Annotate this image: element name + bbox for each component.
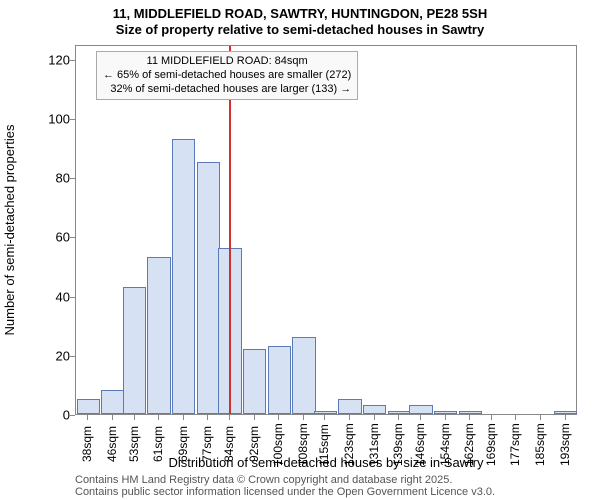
- annotation-box: 11 MIDDLEFIELD ROAD: 84sqm← 65% of semi-…: [96, 51, 358, 100]
- x-tick-mark: [349, 415, 350, 420]
- y-tick-mark: [70, 356, 75, 357]
- x-tick-mark: [515, 415, 516, 420]
- y-tick-label: 0: [40, 408, 70, 423]
- x-tick-mark: [207, 415, 208, 420]
- histogram-bar: [243, 349, 266, 414]
- attribution-line1: Contains HM Land Registry data © Crown c…: [75, 474, 495, 486]
- y-tick-label: 20: [40, 348, 70, 363]
- chart-title-line1: 11, MIDDLEFIELD ROAD, SAWTRY, HUNTINGDON…: [0, 6, 600, 21]
- y-tick-label: 60: [40, 230, 70, 245]
- histogram-bar: [77, 399, 100, 414]
- y-tick-mark: [70, 297, 75, 298]
- x-tick-mark: [134, 415, 135, 420]
- histogram-bar: [434, 411, 457, 414]
- histogram-bar: [147, 257, 170, 414]
- x-tick-mark: [324, 415, 325, 420]
- attribution-text: Contains HM Land Registry data © Crown c…: [75, 474, 495, 498]
- chart-title-line2: Size of property relative to semi-detach…: [0, 22, 600, 37]
- histogram-bar: [197, 162, 220, 414]
- histogram-bar: [409, 405, 432, 414]
- y-tick-mark: [70, 237, 75, 238]
- x-tick-mark: [278, 415, 279, 420]
- histogram-bar: [554, 411, 577, 414]
- y-tick-mark: [70, 415, 75, 416]
- histogram-bar: [292, 337, 315, 414]
- x-tick-mark: [87, 415, 88, 420]
- reference-line: [229, 46, 231, 414]
- histogram-bar: [123, 287, 146, 414]
- histogram-bar: [338, 399, 361, 414]
- x-tick-mark: [374, 415, 375, 420]
- x-tick-mark: [229, 415, 230, 420]
- x-axis-label: Distribution of semi-detached houses by …: [75, 455, 577, 470]
- x-tick-mark: [183, 415, 184, 420]
- x-tick-mark: [540, 415, 541, 420]
- x-tick-mark: [420, 415, 421, 420]
- histogram-bar: [172, 139, 195, 414]
- y-tick-mark: [70, 178, 75, 179]
- x-tick-mark: [565, 415, 566, 420]
- y-tick-label: 40: [40, 289, 70, 304]
- y-tick-label: 80: [40, 171, 70, 186]
- annotation-line3: 32% of semi-detached houses are larger (…: [103, 83, 351, 97]
- histogram-bar: [388, 411, 411, 414]
- histogram-bar: [459, 411, 482, 414]
- annotation-line1: 11 MIDDLEFIELD ROAD: 84sqm: [103, 55, 351, 69]
- x-tick-mark: [469, 415, 470, 420]
- x-tick-mark: [254, 415, 255, 420]
- x-tick-mark: [445, 415, 446, 420]
- y-tick-label: 100: [40, 112, 70, 127]
- histogram-bar: [101, 390, 124, 414]
- y-axis-label: Number of semi-detached properties: [2, 45, 22, 415]
- attribution-line2: Contains public sector information licen…: [75, 486, 495, 498]
- histogram-bar: [314, 411, 337, 414]
- annotation-line2: ← 65% of semi-detached houses are smalle…: [103, 69, 351, 83]
- histogram-bar: [268, 346, 291, 414]
- y-tick-mark: [70, 119, 75, 120]
- histogram-bar: [363, 405, 386, 414]
- x-tick-mark: [158, 415, 159, 420]
- x-tick-mark: [398, 415, 399, 420]
- x-tick-mark: [491, 415, 492, 420]
- plot-area: 11 MIDDLEFIELD ROAD: 84sqm← 65% of semi-…: [75, 45, 577, 415]
- x-tick-mark: [112, 415, 113, 420]
- x-tick-mark: [303, 415, 304, 420]
- y-tick-label: 120: [40, 52, 70, 67]
- y-tick-mark: [70, 60, 75, 61]
